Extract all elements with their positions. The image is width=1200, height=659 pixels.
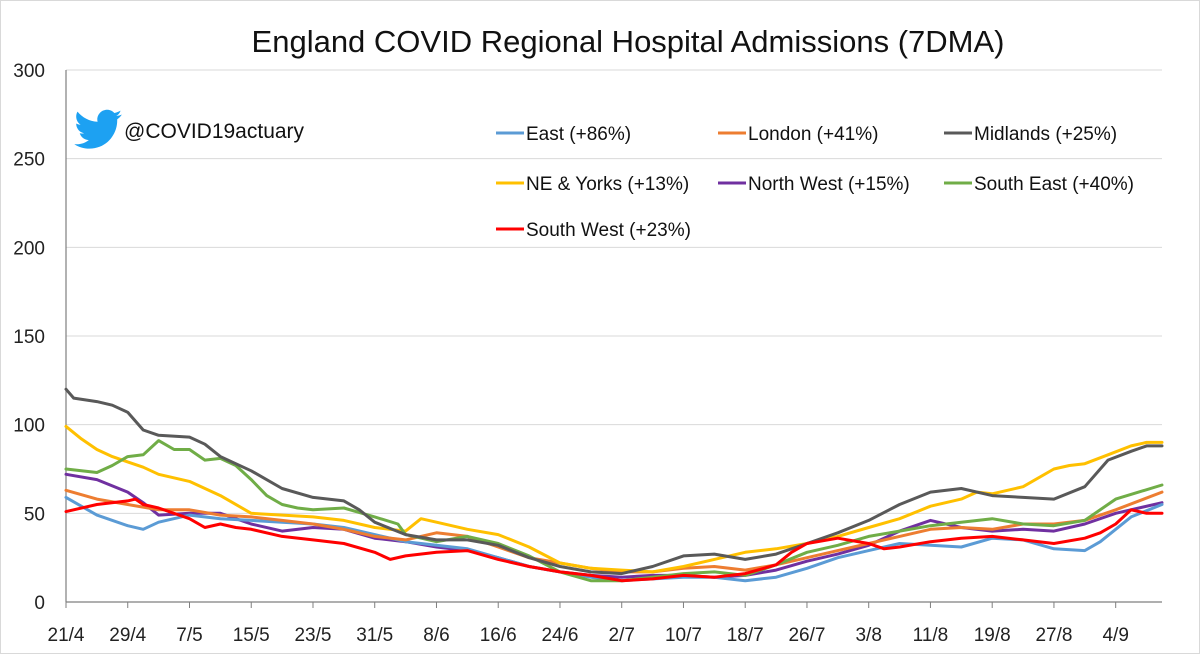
legend-label-midlands: Midlands (+25%) — [974, 124, 1117, 145]
x-tick-label: 11/8 — [913, 625, 949, 646]
twitter-bird-icon — [74, 109, 122, 149]
legend-label-london: London (+41%) — [748, 124, 878, 145]
x-tick-label: 4/9 — [1102, 625, 1128, 646]
x-tick-label: 3/8 — [855, 625, 881, 646]
x-tick-label: 23/5 — [294, 625, 331, 646]
x-tick-label: 26/7 — [788, 625, 825, 646]
series-line-ne-yorks — [64, 424, 1164, 574]
x-tick-label: 19/8 — [974, 625, 1011, 646]
legend-label-north-west: North West (+15%) — [748, 174, 910, 195]
x-tick-label: 7/5 — [176, 625, 202, 646]
y-axis: 0 50 100 150 200 250 300 — [13, 61, 67, 614]
series-line-midlands — [64, 387, 1164, 576]
y-tick-label: 200 — [13, 238, 45, 259]
x-tick-label: 31/5 — [356, 625, 393, 646]
x-tick-label: 15/5 — [233, 625, 270, 646]
y-tick-label: 150 — [13, 327, 45, 348]
twitter-handle: @COVID19actuary — [124, 120, 305, 143]
legend: East (+86%) London (+41%) Midlands (+25%) N… — [496, 124, 1134, 241]
x-tick-label: 16/6 — [480, 625, 517, 646]
x-tick-label: 29/4 — [109, 625, 146, 646]
x-tick-label: 8/6 — [423, 625, 449, 646]
y-tick-label: 300 — [13, 61, 45, 82]
legend-label-south-west: South West (+23%) — [526, 220, 691, 241]
series-line-south-west — [64, 497, 1164, 583]
series-lines — [64, 387, 1164, 583]
x-tick-label: 24/6 — [541, 625, 578, 646]
legend-label-ne-yorks: NE & Yorks (+13%) — [526, 174, 689, 195]
y-tick-label: 0 — [34, 593, 45, 614]
x-axis: 21/4 29/4 7/5 15/5 23/5 31/5 8/6 16/6 24/6 2/7 10/… — [48, 601, 1162, 646]
y-tick-label: 100 — [13, 416, 45, 437]
x-tick-label: 21/4 — [48, 625, 85, 646]
gridlines — [66, 69, 1162, 514]
legend-label-east: East (+86%) — [526, 124, 631, 145]
x-tick-label: 27/8 — [1035, 625, 1072, 646]
series-line-south-east — [64, 439, 1164, 583]
y-tick-label: 50 — [24, 504, 45, 525]
x-tick-label: 18/7 — [727, 625, 764, 646]
y-tick-label: 250 — [13, 150, 45, 171]
x-tick-label: 2/7 — [609, 625, 635, 646]
chart-title: England COVID Regional Hospital Admissio… — [252, 24, 1005, 59]
legend-label-south-east: South East (+40%) — [974, 174, 1134, 195]
x-tick-label: 10/7 — [665, 625, 702, 646]
